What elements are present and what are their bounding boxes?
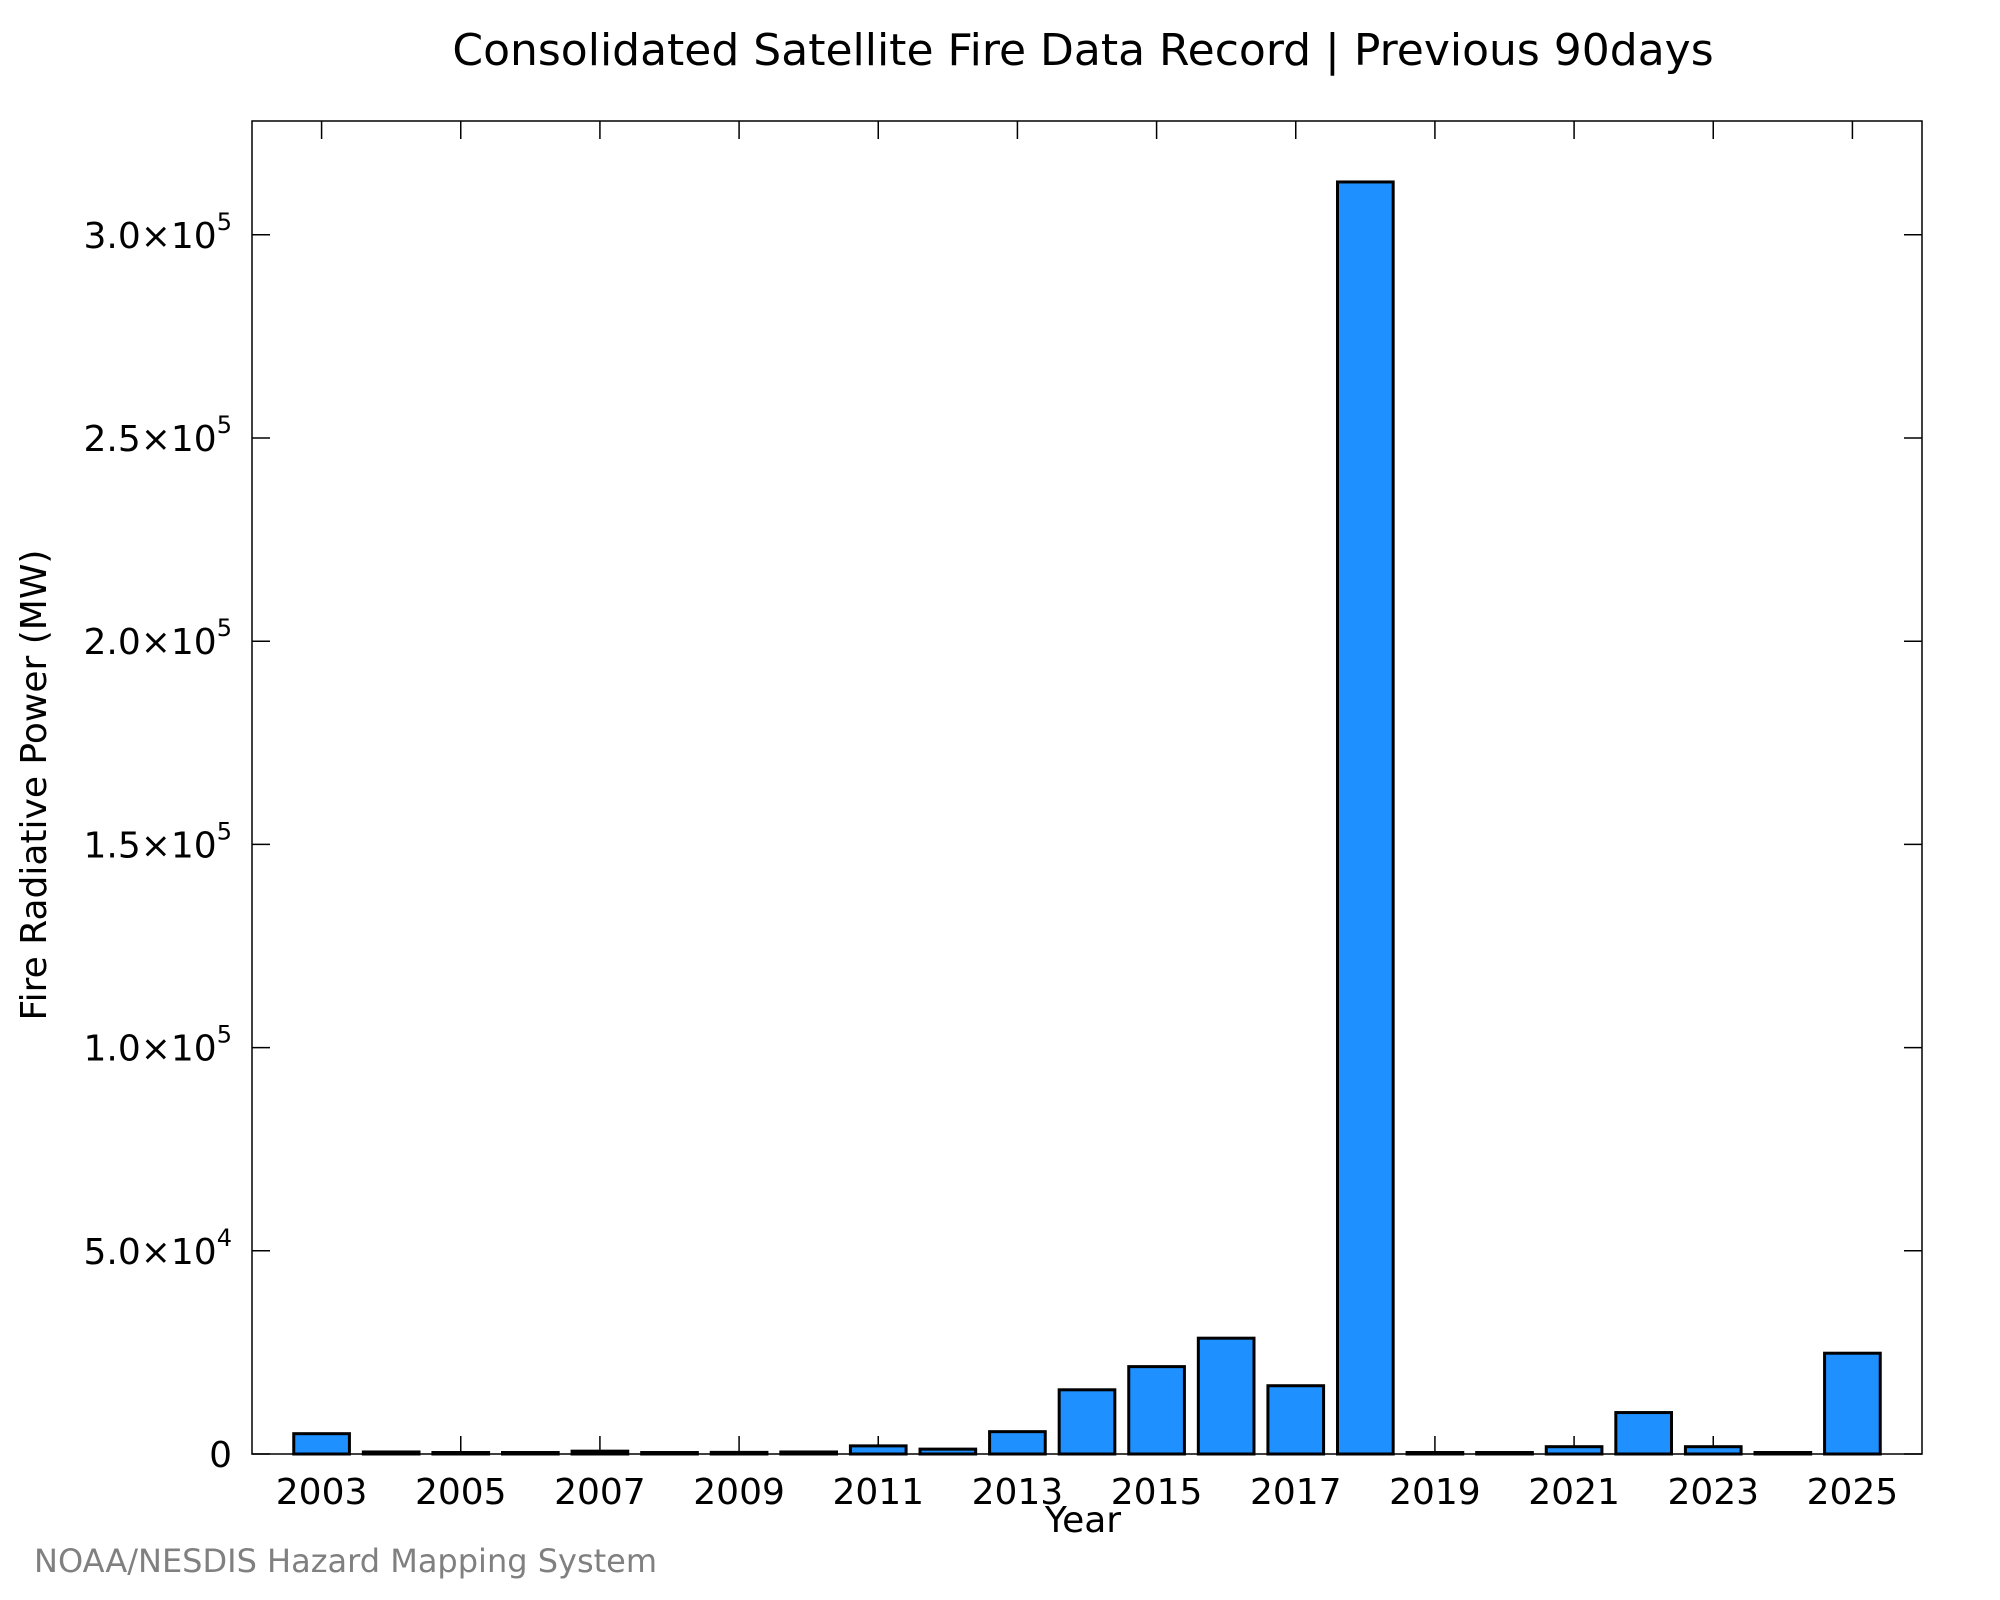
bar-2013 [988,1430,1047,1456]
bar-2023 [1683,1445,1743,1456]
x-tick-label: 2007 [554,1472,646,1513]
y-tick-label: 0 [209,1435,232,1476]
x-tick-label: 2025 [1807,1472,1899,1513]
bar-2021 [1544,1445,1604,1456]
bar-2022 [1614,1411,1673,1456]
credit-text: NOAA/NESDIS Hazard Mapping System [34,1542,657,1580]
x-tick-label: 2019 [1389,1472,1481,1513]
x-tick-label: 2011 [832,1472,924,1513]
bar-2003 [292,1432,351,1456]
bar-2014 [1057,1388,1117,1456]
x-tick-label: 2023 [1667,1472,1759,1513]
x-tick-label: 2015 [1111,1472,1203,1513]
y-tick-label: 5.0×104 [83,1224,232,1273]
y-axis-ticks: 0 5.0×104 1.0×105 1.5×105 2.0×105 2.5×105 3.0×… [83,208,1922,1476]
plot-area-frame [251,120,1923,1455]
y-axis-label: Fire Radiative Power (MW) [14,550,55,1021]
x-tick-label: 2003 [276,1472,368,1513]
y-tick-label: 1.0×105 [83,1021,232,1070]
x-axis-ticks: 2003 2005 2007 2009 2011 2013 2015 2017 2019 2021… [276,121,1898,1513]
bar-2025 [1823,1351,1882,1456]
chart-title: Consolidated Satellite Fire Data Record … [452,25,1713,76]
x-tick-label: 2005 [415,1472,507,1513]
x-tick-label: 2021 [1528,1472,1620,1513]
y-tick-label: 2.5×105 [83,411,232,460]
y-tick-label: 3.0×105 [83,208,232,257]
bar-2011 [848,1444,908,1456]
bar-2015 [1127,1365,1186,1456]
x-axis-label: Year [1044,1500,1121,1541]
bar-2018 [1336,180,1395,1456]
bar-series [292,180,1882,1456]
y-tick-label: 2.0×105 [83,614,232,663]
y-tick-label: 1.5×105 [83,817,232,866]
x-tick-label: 2017 [1250,1472,1342,1513]
x-tick-label: 2009 [693,1472,785,1513]
bar-2016 [1196,1336,1256,1456]
bar-2017 [1266,1384,1326,1456]
x-tick-label: 2013 [972,1472,1064,1513]
